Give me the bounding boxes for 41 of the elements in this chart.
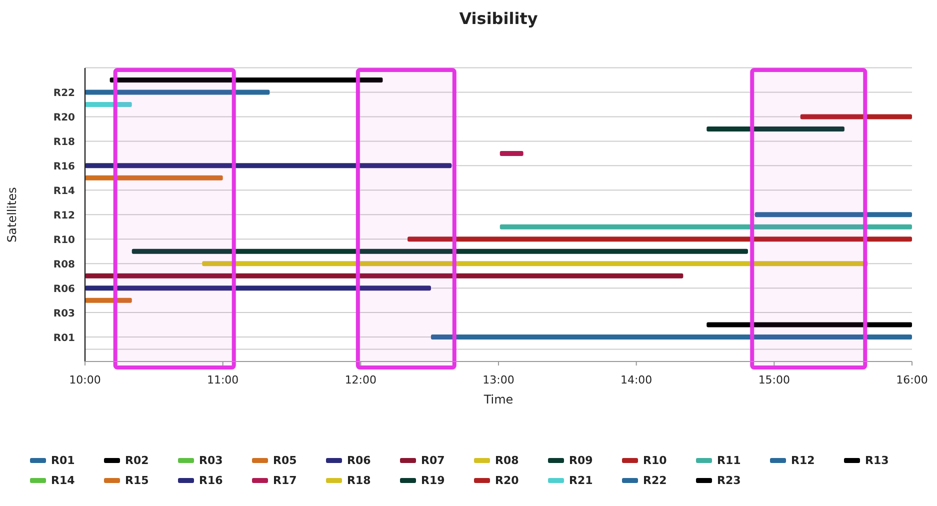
y-tick-label: R18 <box>53 137 76 148</box>
y-tick-label: R20 <box>53 112 76 124</box>
x-tick-label: 12:00 <box>344 374 377 387</box>
y-tick-label: R08 <box>53 260 76 271</box>
legend-label: R12 <box>791 454 815 467</box>
legend-label: R05 <box>273 454 297 467</box>
legend-label: R15 <box>125 474 149 487</box>
legend-label: R10 <box>643 454 668 467</box>
legend-label: R19 <box>421 474 445 487</box>
y-tick-label: R06 <box>53 284 76 296</box>
y-tick-label: R14 <box>53 186 76 198</box>
legend-label: R17 <box>273 474 297 487</box>
legend-label: R06 <box>347 454 372 467</box>
y-tick-label: R12 <box>53 210 76 222</box>
legend-label: R13 <box>865 454 889 467</box>
x-tick-label: 11:00 <box>206 374 239 387</box>
y-tick-label: R22 <box>53 88 76 100</box>
x-tick-label: 16:00 <box>896 374 928 387</box>
legend-label: R02 <box>125 454 149 467</box>
legend-label: R18 <box>347 474 371 487</box>
legend-label: R20 <box>495 474 520 487</box>
legend-label: R11 <box>717 454 741 467</box>
x-tick-label: 10:00 <box>69 374 101 387</box>
legend-label: R08 <box>495 454 519 467</box>
legend-label: R16 <box>199 474 224 487</box>
legend-label: R22 <box>643 474 667 487</box>
legend-label: R23 <box>717 474 741 487</box>
y-tick-label: R01 <box>53 333 76 344</box>
y-tick-label: R10 <box>53 235 76 246</box>
x-tick-label: 15:00 <box>758 374 790 387</box>
x-axis-title: Time <box>482 392 514 407</box>
legend-label: R07 <box>421 454 445 467</box>
chart-title: Visibility <box>459 9 538 28</box>
x-tick-label: 13:00 <box>482 374 514 387</box>
x-tick-label: 14:00 <box>620 374 652 387</box>
legend-label: R21 <box>569 474 593 487</box>
y-tick-label: R03 <box>53 308 76 320</box>
y-axis-title: Satellites <box>5 187 19 242</box>
y-tick-label: R16 <box>53 162 76 173</box>
legend-label: R03 <box>199 454 223 467</box>
legend-label: R09 <box>569 454 593 467</box>
